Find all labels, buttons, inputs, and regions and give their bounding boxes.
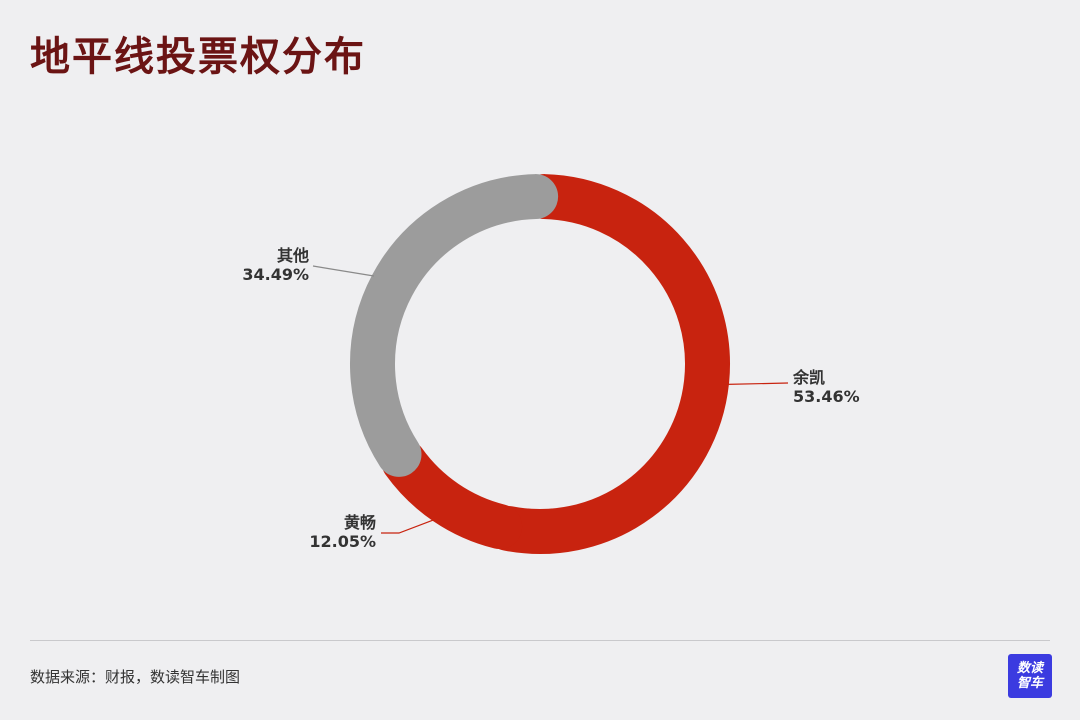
leader-line-1 [726, 382, 789, 385]
chart-title: 地平线投票权分布 [30, 34, 366, 80]
slice-label-1: 余凯 [792, 368, 825, 387]
slice-label-3: 其他 [277, 246, 309, 265]
slice-value-label-3: 34.49% [242, 265, 309, 284]
footer-divider [30, 640, 1050, 641]
logo-text-line-1: 数读 [1016, 661, 1043, 676]
data-source-note: 数据来源：财报，数读智车制图 [30, 668, 241, 686]
donut-slice-3 [350, 174, 559, 477]
leader-line-2 [381, 519, 435, 534]
donut-slice-2 [381, 439, 523, 550]
brand-logo: 数读 智车 [1008, 654, 1052, 698]
donut-slice-1 [485, 174, 730, 554]
leader-line-3 [312, 265, 374, 277]
logo-text-line-2: 智车 [1016, 676, 1043, 691]
slice-label-2: 黄畅 [344, 513, 376, 532]
slice-value-label-2: 12.05% [309, 532, 376, 551]
slice-value-label-1: 53.46% [793, 387, 860, 406]
